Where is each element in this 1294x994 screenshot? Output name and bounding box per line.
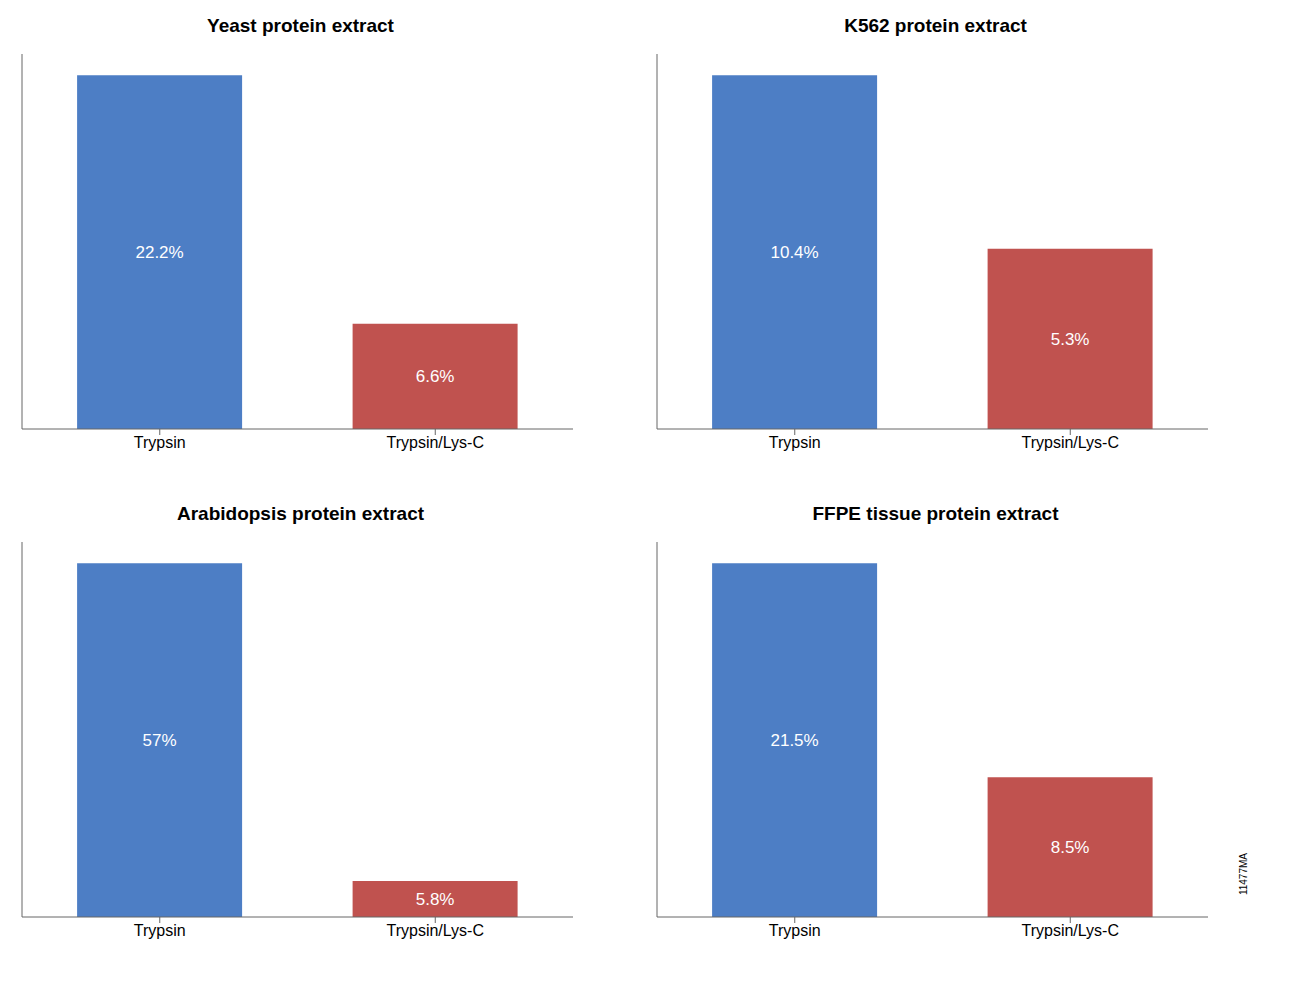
svg-text:Trypsin: Trypsin (134, 434, 186, 451)
svg-text:21.5%: 21.5% (770, 731, 818, 750)
svg-text:22.2%: 22.2% (135, 243, 183, 262)
svg-text:Trypsin: Trypsin (769, 922, 821, 939)
html-text:11477MA: 11477MA (1238, 853, 1249, 896)
svg-text:10.4%: 10.4% (770, 243, 818, 262)
html-text:Arabidopsis protein extract: Arabidopsis protein extract (177, 502, 424, 524)
html-text:Yeast protein extract: Yeast protein extract (207, 15, 394, 36)
svg-text:Trypsin/Lys-C: Trypsin/Lys-C (387, 922, 485, 939)
svg-text:Trypsin/Lys-C: Trypsin/Lys-C (1022, 434, 1120, 451)
svg-text:8.5%: 8.5% (1051, 838, 1090, 857)
svg-text:6.6%: 6.6% (416, 367, 455, 386)
svg-text:Trypsin/Lys-C: Trypsin/Lys-C (387, 434, 485, 451)
svg-text:5.3%: 5.3% (1051, 330, 1090, 349)
svg-text:Trypsin: Trypsin (769, 434, 821, 451)
html-text:K562 protein extract: K562 protein extract (844, 15, 1027, 36)
svg-text:57%: 57% (143, 731, 177, 750)
svg-text:5.8%: 5.8% (416, 890, 455, 909)
svg-text:Trypsin/Lys-C: Trypsin/Lys-C (1022, 922, 1120, 939)
html-text:FFPE tissue protein extract: FFPE tissue protein extract (812, 502, 1059, 524)
svg-text:Trypsin: Trypsin (134, 922, 186, 939)
